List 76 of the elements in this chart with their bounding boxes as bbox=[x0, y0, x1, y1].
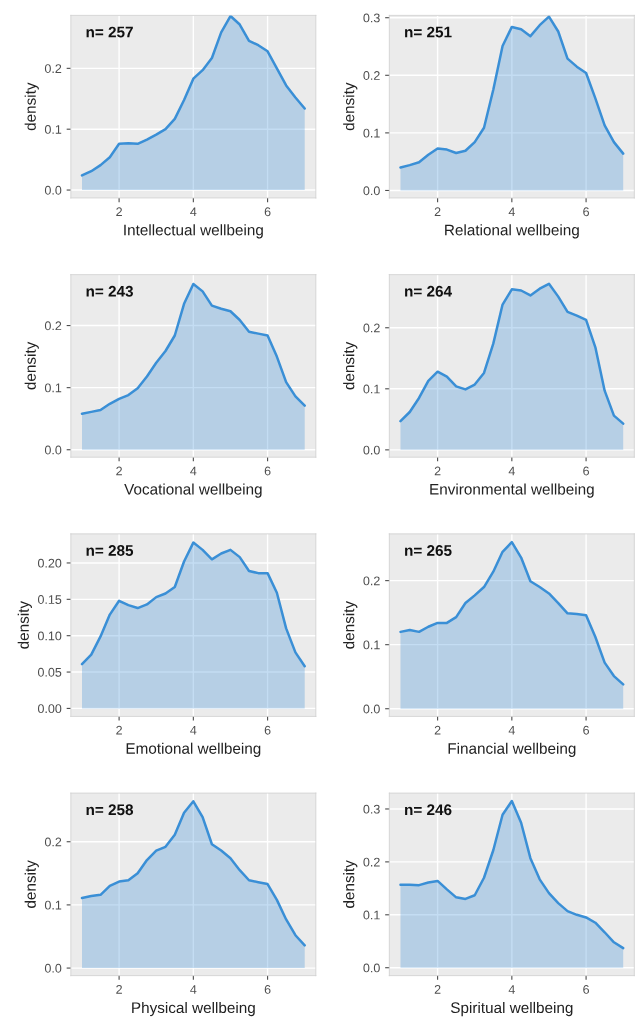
y-axis-title: density bbox=[24, 341, 39, 390]
x-tick-label: 2 bbox=[434, 466, 441, 476]
y-tick-label: 0.2 bbox=[363, 576, 380, 586]
x-axis-title: Vocational wellbeing bbox=[124, 483, 262, 498]
y-tick-label: 0.00 bbox=[37, 704, 62, 714]
y-tick-label: 0.1 bbox=[44, 900, 62, 910]
y-tick-label: 0.0 bbox=[44, 445, 62, 455]
y-tick-label: 0.1 bbox=[363, 910, 380, 920]
x-axis-title: Intellectual wellbeing bbox=[124, 224, 263, 239]
y-axis-title: density bbox=[343, 600, 358, 649]
x-tick-label: 4 bbox=[190, 466, 197, 476]
y-tick-label: 0.0 bbox=[363, 704, 380, 714]
x-tick-label: 2 bbox=[116, 985, 122, 994]
x-axis-title: Environmental wellbeing bbox=[430, 483, 594, 498]
x-tick-label: 6 bbox=[583, 725, 590, 735]
x-tick-label: 6 bbox=[264, 985, 271, 994]
x-tick-label: 6 bbox=[264, 725, 271, 735]
annotation: n= 265 bbox=[405, 545, 452, 556]
y-tick-label: 0.20 bbox=[37, 558, 62, 568]
y-tick-label: 0.3 bbox=[363, 13, 380, 23]
annotation: n= 246 bbox=[405, 804, 452, 816]
x-tick-label: 6 bbox=[583, 207, 590, 217]
x-tick-label: 4 bbox=[508, 985, 515, 994]
y-axis-title: density bbox=[24, 82, 39, 131]
x-tick-label: 4 bbox=[190, 725, 197, 735]
y-tick-label: 0.2 bbox=[363, 71, 380, 80]
x-axis-title: Spiritual wellbeing bbox=[450, 1001, 573, 1017]
y-tick-label: 0.10 bbox=[37, 631, 62, 641]
x-axis-title: Financial wellbeing bbox=[448, 742, 576, 757]
y-axis-title: density bbox=[343, 860, 358, 908]
x-tick-label: 6 bbox=[583, 985, 590, 994]
x-tick-label: 2 bbox=[116, 725, 122, 735]
x-tick-label: 2 bbox=[116, 466, 122, 476]
annotation: n= 251 bbox=[405, 26, 452, 38]
x-tick-label: 6 bbox=[264, 207, 271, 217]
x-tick-label: 2 bbox=[116, 207, 122, 217]
y-tick-label: 0.3 bbox=[363, 804, 380, 814]
y-tick-label: 0.2 bbox=[363, 323, 380, 333]
x-tick-label: 4 bbox=[190, 985, 197, 994]
y-axis-title: density bbox=[17, 600, 32, 649]
annotation: n= 264 bbox=[405, 285, 452, 297]
x-tick-label: 4 bbox=[508, 725, 515, 735]
x-tick-label: 4 bbox=[508, 207, 515, 217]
y-tick-label: 0.1 bbox=[363, 640, 380, 650]
x-tick-label: 4 bbox=[508, 466, 515, 476]
y-tick-label: 0.0 bbox=[363, 963, 380, 973]
y-tick-label: 0.0 bbox=[44, 185, 62, 195]
y-tick-label: 0.2 bbox=[44, 64, 62, 73]
y-tick-label: 0.2 bbox=[44, 837, 62, 847]
annotation: n= 243 bbox=[86, 285, 133, 297]
y-tick-label: 0.0 bbox=[44, 963, 62, 973]
y-axis-title: density bbox=[343, 341, 358, 390]
y-tick-label: 0.05 bbox=[37, 667, 62, 677]
annotation: n= 285 bbox=[86, 545, 134, 556]
annotation: n= 258 bbox=[86, 804, 134, 816]
x-tick-label: 2 bbox=[434, 725, 441, 735]
x-axis-title: Physical wellbeing bbox=[132, 1001, 255, 1017]
y-axis-title: density bbox=[24, 860, 39, 908]
y-tick-label: 0.0 bbox=[363, 445, 380, 455]
x-tick-label: 6 bbox=[583, 466, 590, 476]
x-axis-title: Relational wellbeing bbox=[445, 224, 579, 239]
x-tick-label: 2 bbox=[434, 207, 441, 217]
y-tick-label: 0.1 bbox=[363, 128, 380, 138]
y-tick-label: 0.1 bbox=[44, 125, 62, 134]
y-tick-label: 0.1 bbox=[44, 383, 62, 393]
y-tick-label: 0.0 bbox=[363, 186, 380, 196]
y-tick-label: 0.1 bbox=[363, 384, 380, 394]
x-tick-label: 6 bbox=[264, 466, 271, 476]
x-axis-title: Emotional wellbeing bbox=[126, 742, 261, 757]
y-tick-label: 0.2 bbox=[363, 857, 380, 867]
x-tick-label: 2 bbox=[434, 985, 441, 994]
x-tick-label: 4 bbox=[190, 207, 197, 217]
annotation: n= 257 bbox=[86, 26, 133, 38]
y-tick-label: 0.2 bbox=[44, 321, 62, 331]
y-tick-label: 0.15 bbox=[37, 595, 62, 604]
y-axis-title: density bbox=[343, 82, 358, 131]
